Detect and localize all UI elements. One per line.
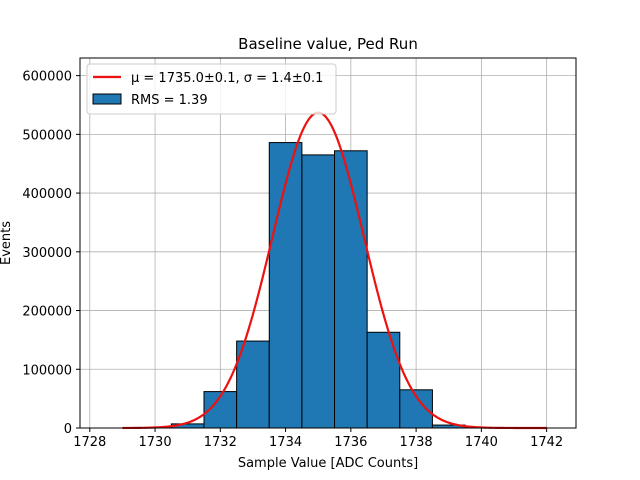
legend-hist-swatch [92,93,122,105]
histogram-bars [138,142,499,429]
y-tick-label: 600000 [22,70,72,85]
histogram-bar [301,154,336,429]
y-tick-label: 0 [64,422,72,437]
histogram-bar [236,340,270,429]
gaussian-fit-curve [122,111,547,430]
x-tick-label: 1740 [465,435,498,450]
chart-title: Baseline value, Ped Run [238,35,418,53]
x-tick-label: 1742 [530,435,563,450]
y-tick-label: 400000 [22,187,72,202]
legend: μ = 1735.0±0.1, σ = 1.4±0.1 RMS = 1.39 [86,63,337,115]
y-axis-ticks: 0 100000 200000 300000 400000 500000 600000 [22,70,80,437]
x-tick-label: 1728 [73,435,106,450]
x-axis-label: Sample Value [ADC Counts] [238,456,418,471]
x-axis-ticks: 1728 1730 1732 1734 1736 1738 1740 1742 [73,428,563,450]
axes-frame [79,57,577,429]
y-tick-label: 500000 [22,128,72,143]
x-tick-label: 1738 [400,435,433,450]
x-tick-label: 1734 [269,435,302,450]
legend-box [86,63,337,115]
legend-fit-label: μ = 1735.0±0.1, σ = 1.4±0.1 [131,71,323,86]
y-tick-label: 300000 [22,246,72,261]
histogram-bar [334,150,368,429]
x-tick-label: 1736 [334,435,367,450]
y-axis-label: Events [0,221,14,265]
y-tick-label: 200000 [22,305,72,320]
y-tick-label: 100000 [22,363,72,378]
x-tick-label: 1732 [204,435,237,450]
histogram-bar [366,331,401,429]
legend-hist-label: RMS = 1.39 [131,93,208,108]
x-tick-label: 1730 [139,435,172,450]
